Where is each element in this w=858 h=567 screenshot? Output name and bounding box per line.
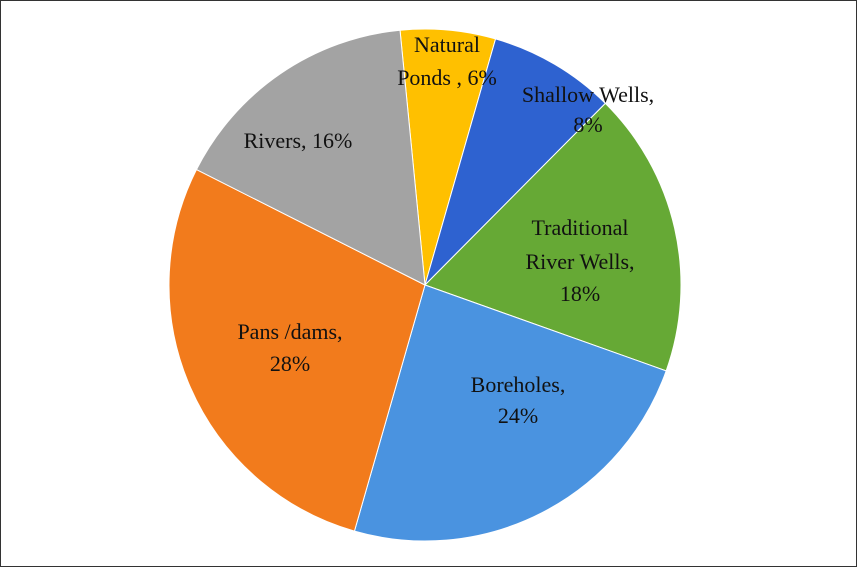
pie-slice [424, 38, 607, 286]
slice-label: 28% [270, 351, 310, 376]
slice-label: Pans /dams, [237, 319, 342, 344]
slice-label: 24% [498, 403, 538, 428]
slice-label: Boreholes, [471, 372, 566, 397]
slice-label: Ponds , 6% [397, 65, 497, 90]
slice-label: Natural [414, 32, 480, 57]
slice-label: Rivers, 16% [244, 128, 353, 153]
pie-slice [168, 168, 426, 532]
pie-slice [195, 29, 426, 286]
slice-label: Shallow Wells, [522, 82, 654, 107]
pie-slice [353, 284, 667, 542]
slice-label: 18% [560, 281, 600, 306]
slice-label: River Wells, [525, 249, 634, 274]
slice-label: Traditional [532, 215, 629, 240]
pie-slice [424, 102, 682, 372]
slice-label: 8% [573, 112, 602, 137]
